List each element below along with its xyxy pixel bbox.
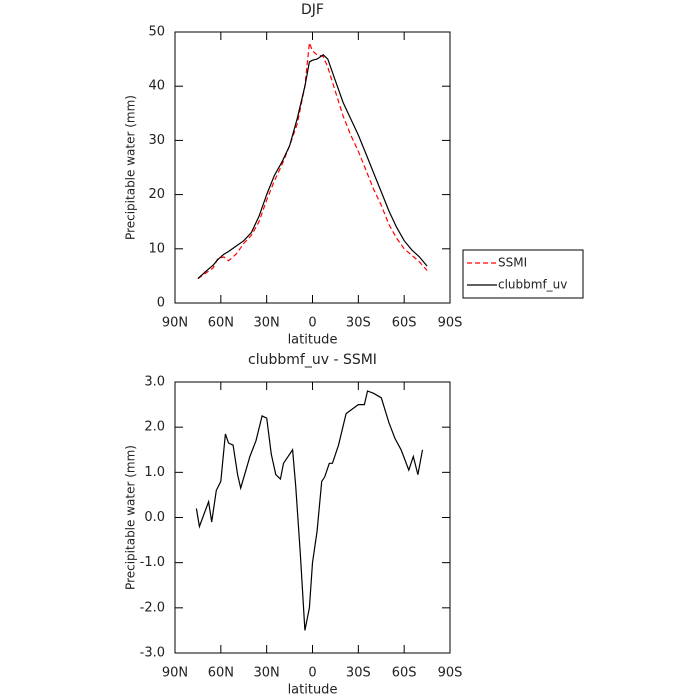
y-tick-label: 0.0 <box>144 510 165 525</box>
y-tick-label: 3.0 <box>144 375 165 390</box>
y-tick-label: 40 <box>148 79 165 94</box>
data-line <box>195 390 424 631</box>
legend-box <box>462 249 584 299</box>
x-tick-label: 60N <box>208 666 234 681</box>
x-tick-label: 30S <box>346 316 371 331</box>
x-tick-label: 30S <box>346 666 371 681</box>
x-tick-label: 60S <box>392 316 417 331</box>
x-tick-label: 60S <box>392 666 417 681</box>
y-tick-label: 0 <box>157 296 165 311</box>
legend-label: clubbmf_uv <box>498 278 567 292</box>
x-axis-label: latitude <box>288 333 338 348</box>
y-tick-label: -1.0 <box>140 555 165 570</box>
data-line <box>197 54 428 280</box>
chart-title: clubbmf_uv - SSMI <box>248 352 377 368</box>
x-tick-label: 90N <box>162 316 188 331</box>
plot-frame <box>174 381 451 654</box>
data-line <box>197 42 428 280</box>
x-tick-label: 0 <box>308 666 316 681</box>
y-tick-label: 2.0 <box>144 420 165 435</box>
x-tick-label: 30N <box>254 666 280 681</box>
chart-title: DJF <box>301 2 324 18</box>
legend-label: SSMI <box>498 256 527 270</box>
x-tick-label: 30N <box>254 316 280 331</box>
y-axis-label: Precipitable water (mm) <box>124 445 138 590</box>
x-tick-label: 90S <box>438 316 463 331</box>
x-tick-label: 90S <box>438 666 463 681</box>
y-tick-label: 10 <box>148 241 165 256</box>
x-tick-label: 90N <box>162 666 188 681</box>
y-tick-label: -2.0 <box>140 600 165 615</box>
y-tick-label: -3.0 <box>140 646 165 661</box>
y-tick-label: 30 <box>148 133 165 148</box>
y-tick-label: 1.0 <box>144 465 165 480</box>
y-axis-label: Precipitable water (mm) <box>124 95 138 240</box>
x-tick-label: 60N <box>208 316 234 331</box>
y-tick-label: 20 <box>148 187 165 202</box>
y-tick-label: 50 <box>148 25 165 40</box>
x-axis-label: latitude <box>288 683 338 698</box>
x-tick-label: 0 <box>308 316 316 331</box>
